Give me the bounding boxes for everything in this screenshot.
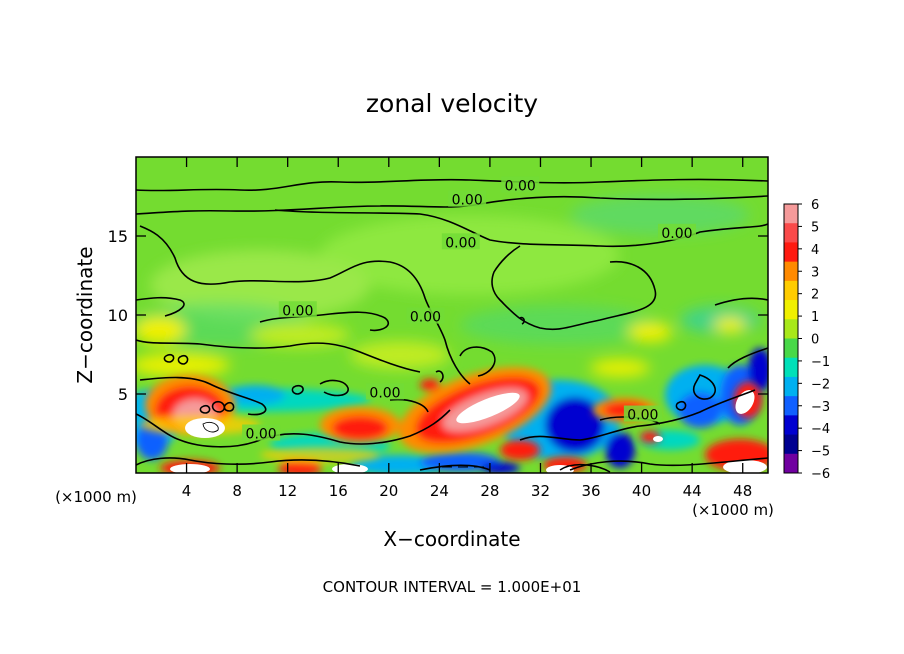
contour-labels: 0.00 0.00 0.00 0.00 0.00 0.00 0.00 0.00 0.00 — [242, 176, 696, 443]
x-tick-label: 36 — [581, 482, 600, 500]
contour-label: 0.00 — [505, 178, 536, 194]
contour-label: 0.00 — [369, 385, 400, 401]
colorbar-tick-label: 3 — [811, 265, 819, 280]
colorbar-tick-label: −6 — [811, 467, 830, 482]
colorbar-tick-label: −3 — [811, 400, 830, 415]
heatmap-field: 0.00 0.00 0.00 0.00 0.00 0.00 0.00 0.00 0.00 — [136, 157, 768, 473]
x-axis-label: X−coordinate — [383, 527, 520, 551]
contour-label-bg — [441, 233, 480, 250]
x-tick-label: 20 — [379, 482, 398, 500]
colorbar-swatch — [784, 434, 798, 455]
colorbar-swatch — [784, 357, 798, 378]
x-axis-ticks: 4 8 12 16 20 24 28 32 36 40 44 48 — [182, 157, 752, 500]
contour-label: 0.00 — [452, 193, 483, 209]
x-unit-left: (×1000 m) — [55, 488, 137, 506]
colorbar-swatch — [784, 300, 798, 320]
y-tick-label: 5 — [118, 385, 128, 404]
contour-label-bg — [366, 383, 405, 400]
x-tick-label: 32 — [531, 482, 550, 500]
x-tick-label: 28 — [480, 482, 499, 500]
contour-label: 0.00 — [661, 226, 692, 242]
colorbar-swatch — [784, 204, 798, 224]
footer-note: CONTOUR INTERVAL = 1.000E+01 — [323, 578, 582, 596]
y-axis-label: Z−coordinate — [73, 246, 97, 383]
contour-label-bg — [657, 223, 696, 240]
colorbar-swatch — [784, 396, 798, 416]
x-unit-right: (×1000 m) — [692, 501, 774, 519]
colorbar-swatch — [784, 453, 798, 474]
colorbar-swatch — [784, 280, 798, 301]
colorbar-tick-label: −4 — [811, 422, 830, 437]
colorbar-swatch — [784, 338, 798, 359]
contour-label: 0.00 — [445, 235, 476, 251]
contour-label: 0.00 — [410, 310, 441, 326]
contour-label-bg — [448, 190, 487, 207]
contour-label: 0.00 — [282, 303, 313, 319]
colorbar-swatch — [784, 376, 798, 397]
colorbar-tick-label: 1 — [811, 310, 819, 325]
contour-label-bg — [501, 176, 540, 193]
colorbar: 6 5 4 3 2 1 0 −1 −2 −3 −4 −5 −6 — [783, 198, 830, 482]
x-tick-label: 40 — [632, 482, 651, 500]
x-tick-label: 48 — [733, 482, 752, 500]
y-tick-label: 10 — [108, 306, 128, 325]
colorbar-tick-label: −2 — [811, 377, 830, 392]
colorbar-tick-label: 6 — [811, 198, 819, 213]
contour-label-bg — [278, 301, 317, 318]
contour-label-bg — [406, 307, 445, 324]
x-tick-label: 8 — [232, 482, 242, 500]
colorbar-tick-label: 0 — [811, 333, 819, 348]
colorbar-swatch — [784, 261, 798, 282]
x-tick-label: 12 — [278, 482, 297, 500]
colorbar-swatch — [784, 223, 798, 243]
x-tick-label: 44 — [683, 482, 702, 500]
colorbar-swatch — [784, 242, 798, 263]
contour-lines — [136, 178, 768, 473]
colorbar-tick-label: 4 — [811, 243, 819, 258]
colorbar-tick-label: 5 — [811, 220, 819, 235]
y-tick-label: 15 — [108, 227, 128, 246]
colorbar-tick-label: 2 — [811, 288, 819, 303]
contour-label-bg — [623, 405, 662, 422]
x-tick-label: 16 — [329, 482, 348, 500]
contour-label-bg — [242, 424, 281, 441]
x-tick-label: 4 — [182, 482, 192, 500]
colorbar-tick-label: −1 — [811, 355, 830, 370]
contour-label: 0.00 — [246, 427, 277, 443]
contour-label: 0.00 — [627, 408, 658, 424]
chart-title: zonal velocity — [366, 89, 538, 118]
colorbar-tick-label: −5 — [811, 445, 830, 460]
colorbar-swatch — [784, 415, 798, 436]
colorbar-swatch — [784, 319, 798, 339]
x-tick-label: 24 — [430, 482, 449, 500]
y-axis-ticks: 5 10 15 — [108, 227, 768, 404]
